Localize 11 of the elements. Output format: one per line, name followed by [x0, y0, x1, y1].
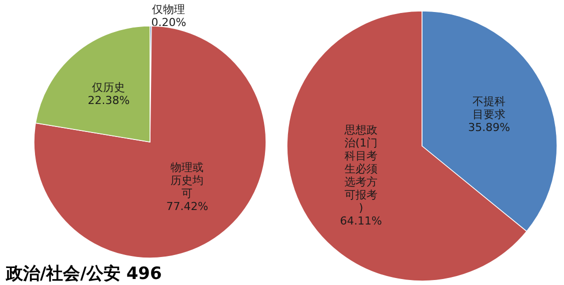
data-label: 22.38% [88, 94, 130, 107]
slice-label: 思想政治(1门科目考生必须选考方可报考) [344, 123, 378, 214]
data-label: 64.11% [340, 214, 382, 228]
slice-label: 仅历史 [92, 80, 126, 94]
text: 政治/社会/公安 496 [5, 264, 162, 284]
slice-label: 不提科目要求 [472, 95, 506, 122]
slice-label: 物理或历史均可 [170, 160, 204, 200]
data-label: 35.89% [468, 121, 510, 134]
data-label: 77.42% [166, 200, 208, 213]
data-label: 0.20% [151, 16, 186, 29]
slice-label: 仅物理 [152, 3, 186, 16]
